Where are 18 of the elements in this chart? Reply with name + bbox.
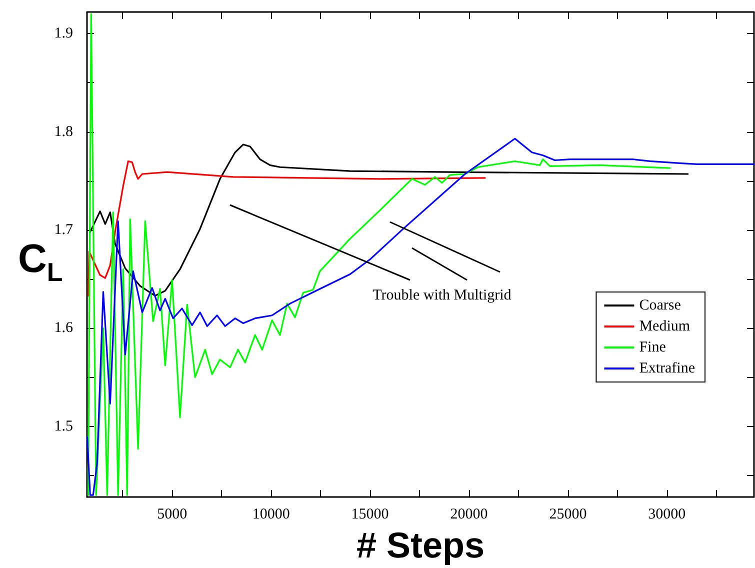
y-tick-label: 1.9 — [54, 26, 73, 42]
x-tick-label: 10000 — [252, 506, 290, 522]
y-tick-label: 1.5 — [54, 418, 73, 434]
x-tick-label: 20000 — [450, 506, 488, 522]
legend-label: Medium — [639, 318, 690, 334]
x-axis-title: # Steps — [356, 524, 485, 566]
x-tick-label: 25000 — [549, 506, 587, 522]
y-tick-label: 1.6 — [54, 320, 74, 336]
legend-label: Fine — [639, 340, 666, 356]
y-tick-label: 1.8 — [54, 124, 73, 140]
legend-label: Extrafine — [639, 360, 696, 376]
y-tick-label: 1.7 — [54, 222, 74, 238]
annotation: Trouble with Multigrid — [372, 287, 512, 304]
x-tick-label: 30000 — [648, 506, 686, 522]
x-tick-label: 5000 — [157, 506, 188, 522]
legend-label: Coarse — [639, 298, 682, 314]
y-axis-title: C$_{L}$ — [18, 237, 63, 288]
x-tick-label: 15000 — [351, 506, 389, 522]
